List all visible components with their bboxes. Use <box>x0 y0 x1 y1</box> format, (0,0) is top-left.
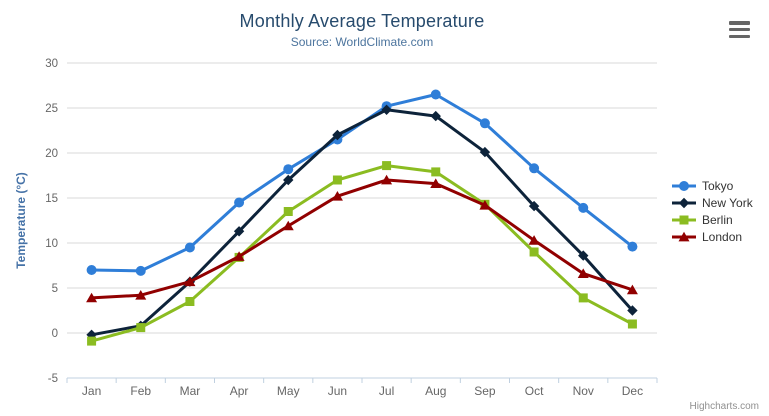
series-line-london <box>90 178 634 300</box>
triangle-marker-icon <box>672 231 696 241</box>
data-point-berlin[interactable] <box>185 297 195 306</box>
series-london <box>86 174 638 303</box>
data-point-berlin[interactable] <box>136 323 146 333</box>
x-axis-label: Apr <box>230 384 249 398</box>
data-point-tokyo[interactable] <box>578 202 589 213</box>
legend-item-label: New York <box>702 195 753 210</box>
hamburger-icon <box>729 27 750 32</box>
x-axis-label: Mar <box>180 384 201 398</box>
data-point-new-york[interactable] <box>479 146 491 158</box>
hamburger-icon <box>729 34 750 38</box>
y-axis-tick-label: -5 <box>48 373 58 385</box>
data-point-london[interactable] <box>577 268 589 278</box>
legend-item-label: Tokyo <box>702 178 734 193</box>
data-point-new-york[interactable] <box>381 104 392 115</box>
data-point-london[interactable] <box>479 200 491 210</box>
x-axis-label: Dec <box>622 384 643 398</box>
data-point-london[interactable] <box>233 251 245 261</box>
legend: Tokyo New York Berlin London <box>671 177 753 245</box>
circle-marker-icon <box>679 180 689 191</box>
x-axis-label: Jan <box>82 384 101 398</box>
x-axis-label: Oct <box>525 384 544 398</box>
data-point-tokyo[interactable] <box>184 242 195 253</box>
data-point-tokyo[interactable] <box>627 241 638 252</box>
data-point-london[interactable] <box>282 220 294 231</box>
series-tokyo <box>86 89 638 276</box>
chart-subtitle: Source: WorldClimate.com <box>290 35 434 49</box>
legend-item-berlin[interactable]: Berlin <box>671 211 753 228</box>
data-point-tokyo[interactable] <box>234 197 245 208</box>
data-point-tokyo[interactable] <box>135 265 146 276</box>
data-point-london[interactable] <box>626 284 638 295</box>
hamburger-icon <box>729 21 750 25</box>
y-axis-tick-label: 30 <box>45 58 58 70</box>
square-marker-icon <box>672 215 696 224</box>
data-point-london[interactable] <box>381 174 393 185</box>
y-axis-tick-label: 0 <box>52 328 58 340</box>
diamond-marker-icon <box>672 197 696 208</box>
legend-item-label: Berlin <box>702 212 733 227</box>
legend-item-new-york[interactable]: New York <box>671 194 753 211</box>
series-new-york <box>86 104 638 340</box>
data-point-new-york[interactable] <box>233 226 245 237</box>
data-point-new-york[interactable] <box>528 200 540 212</box>
data-point-london[interactable] <box>430 178 442 188</box>
x-axis-label: Jun <box>328 384 347 398</box>
data-point-london[interactable] <box>184 276 196 287</box>
data-point-berlin[interactable] <box>578 293 588 303</box>
data-point-london[interactable] <box>528 235 540 245</box>
series-line-berlin <box>90 164 634 343</box>
data-point-new-york[interactable] <box>627 305 638 316</box>
data-point-berlin[interactable] <box>529 247 539 257</box>
data-point-new-york[interactable] <box>578 250 589 261</box>
data-point-tokyo[interactable] <box>283 164 294 175</box>
export-menu-button[interactable] <box>729 21 750 38</box>
y-axis-tick-label: 20 <box>45 148 58 160</box>
data-point-london[interactable] <box>135 290 147 300</box>
square-marker-icon <box>679 215 689 224</box>
x-axis-label: Nov <box>573 384 594 398</box>
diamond-marker-icon <box>678 197 690 208</box>
legend-item-london[interactable]: London <box>671 228 753 245</box>
y-axis-tick-label: 15 <box>45 193 58 205</box>
highcharts-credit[interactable]: Highcharts.com <box>689 401 759 412</box>
y-axis-title: Temperature (°C) <box>14 172 28 269</box>
legend-item-tokyo[interactable]: Tokyo <box>671 177 753 194</box>
data-point-berlin[interactable] <box>627 319 637 329</box>
data-point-berlin[interactable] <box>332 175 342 185</box>
data-point-tokyo[interactable] <box>86 265 97 275</box>
x-axis-label: Aug <box>425 384 446 398</box>
legend-item-label: London <box>702 229 743 244</box>
x-axis-label: Jul <box>379 384 394 398</box>
x-axis-label: Feb <box>130 384 151 398</box>
data-point-london[interactable] <box>331 191 343 201</box>
data-point-berlin[interactable] <box>87 336 97 346</box>
data-point-berlin[interactable] <box>382 161 392 171</box>
data-point-new-york[interactable] <box>283 174 294 186</box>
data-point-berlin[interactable] <box>283 207 293 216</box>
data-point-tokyo[interactable] <box>529 163 540 174</box>
data-point-tokyo[interactable] <box>430 89 441 100</box>
y-axis-tick-label: 10 <box>45 238 58 250</box>
data-point-new-york[interactable] <box>332 129 343 141</box>
data-point-new-york[interactable] <box>430 110 441 122</box>
x-axis-label: May <box>277 384 300 398</box>
circle-marker-icon <box>672 180 696 191</box>
triangle-marker-icon <box>678 231 690 241</box>
chart-title: Monthly Average Temperature <box>239 11 485 31</box>
y-axis-tick-label: 5 <box>52 283 58 295</box>
data-point-tokyo[interactable] <box>479 118 490 129</box>
data-point-london[interactable] <box>86 292 98 303</box>
y-axis-tick-label: 25 <box>45 103 58 115</box>
data-point-berlin[interactable] <box>431 167 441 177</box>
series-line-new-york <box>90 108 634 337</box>
x-axis-label: Sep <box>474 384 496 398</box>
